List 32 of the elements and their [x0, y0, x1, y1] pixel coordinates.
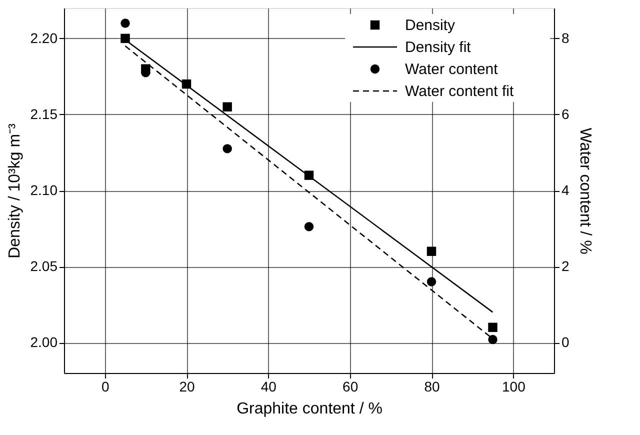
point — [426, 277, 436, 286]
y2-tick-label: 6 — [562, 106, 570, 122]
y-tick-label: 2.00 — [30, 334, 58, 350]
y2-tick-label: 2 — [562, 258, 570, 274]
legend-label: Density fit — [405, 39, 472, 56]
y-axis-title: Density / 10³kg m⁻³ — [6, 122, 24, 258]
y2-tick-label: 4 — [562, 182, 570, 198]
y2-axis-title: Water content / % — [576, 128, 594, 254]
y-tick-label: 2.05 — [30, 258, 58, 274]
y-tick-label: 2.15 — [30, 106, 58, 122]
x-tick-label: 20 — [179, 378, 195, 394]
x-axis-title: Graphite content / % — [236, 400, 382, 418]
point — [120, 18, 130, 28]
x-tick-label: 0 — [101, 378, 110, 394]
y2-tick-label: 8 — [562, 30, 570, 46]
point — [120, 34, 130, 44]
legend-label: Water content fit — [405, 83, 514, 100]
point — [488, 334, 498, 344]
legend-label: Density — [405, 17, 456, 34]
x-tick-label: 80 — [424, 378, 440, 394]
x-tick-label: 60 — [342, 378, 358, 394]
point — [426, 246, 436, 256]
y-tick-label: 2.10 — [30, 182, 58, 198]
x-tick-label: 40 — [260, 378, 277, 394]
y2-tick-label: 0 — [562, 334, 570, 350]
legend-label: Water content — [405, 61, 499, 78]
point — [304, 222, 314, 232]
point — [222, 102, 232, 112]
y-tick-label: 2.20 — [30, 30, 58, 46]
point — [222, 144, 232, 154]
x-tick-label: 100 — [502, 378, 526, 394]
point — [488, 322, 498, 332]
